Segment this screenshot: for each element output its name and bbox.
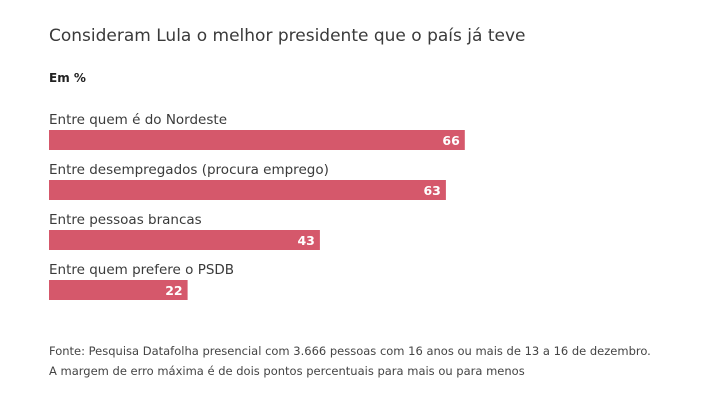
category-label: Entre quem é do Nordeste <box>49 112 227 128</box>
bar-chart: Entre quem é do Nordeste 66 Entre desempre… <box>49 112 465 300</box>
category-label: Entre quem prefere o PSDB <box>49 262 234 278</box>
chart-title: Consideram Lula o melhor presidente que … <box>49 26 526 46</box>
bar-value-label: 43 <box>297 233 314 248</box>
unit-label: Em % <box>49 71 86 85</box>
bar <box>49 280 188 300</box>
source-note: Fonte: Pesquisa Datafolha presencial com… <box>49 344 651 378</box>
bar-value-label: 66 <box>442 133 460 148</box>
bar <box>49 130 465 150</box>
category-label: Entre pessoas brancas <box>49 212 202 228</box>
bar-value-label: 22 <box>165 283 182 298</box>
category-label: Entre desempregados (procura emprego) <box>49 162 329 178</box>
bar-value-label: 63 <box>423 183 440 198</box>
bar <box>49 180 446 200</box>
bar <box>49 230 320 250</box>
